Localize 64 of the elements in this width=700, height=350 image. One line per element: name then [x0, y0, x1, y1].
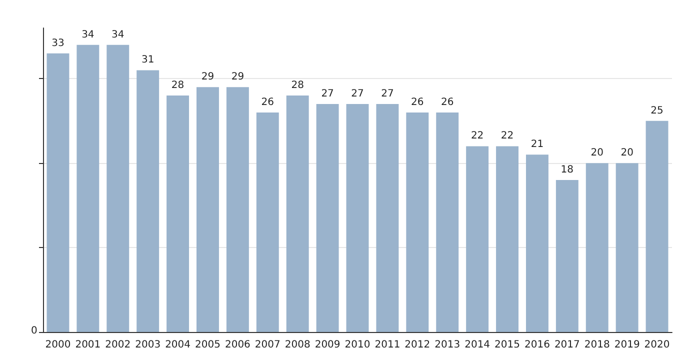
- data-label: 34: [82, 29, 94, 40]
- x-tick-label: 2010: [344, 340, 370, 350]
- bar: [346, 104, 369, 332]
- data-label: 27: [321, 88, 334, 100]
- data-label: 20: [590, 148, 604, 159]
- bar: [586, 163, 608, 332]
- data-label: 26: [440, 96, 454, 108]
- data-label: 21: [530, 139, 544, 150]
- data-label: 33: [52, 38, 64, 49]
- bar: [136, 70, 160, 332]
- bar: [286, 96, 309, 332]
- x-tick-label: 2020: [644, 340, 670, 350]
- bar: [556, 180, 578, 332]
- bar: [196, 87, 219, 332]
- x-tick-label: 2006: [224, 340, 250, 350]
- data-label: 26: [261, 96, 274, 108]
- data-label: 27: [381, 88, 394, 100]
- x-tick-label: 2003: [135, 340, 161, 350]
- data-label: 22: [470, 130, 484, 142]
- x-tick-label: 2009: [314, 340, 340, 350]
- bar: [406, 112, 429, 332]
- bar: [496, 146, 518, 332]
- bar: [166, 96, 190, 332]
- data-label: 22: [500, 130, 514, 142]
- data-label: 28: [171, 80, 184, 92]
- x-tick-label: 2014: [464, 340, 490, 350]
- bar: [646, 120, 668, 332]
- data-label: 25: [650, 105, 664, 116]
- x-tick-label: 2001: [75, 340, 101, 350]
- data-label: 20: [620, 148, 634, 159]
- bar: [106, 44, 130, 332]
- text: 0: [31, 326, 38, 336]
- x-tick-label: 2004: [165, 340, 191, 350]
- bar: [466, 146, 489, 332]
- x-tick-label: 2015: [494, 340, 520, 350]
- bar: [46, 53, 70, 332]
- data-label: 29: [231, 72, 244, 83]
- data-label: 27: [351, 88, 364, 100]
- bar: [526, 154, 548, 332]
- x-tick-label: 2017: [554, 340, 580, 350]
- bar: [616, 163, 638, 332]
- x-tick-label: 2013: [434, 340, 460, 350]
- data-label: 31: [141, 54, 154, 66]
- x-tick-label: 2000: [45, 340, 71, 350]
- bar: [376, 104, 399, 332]
- x-tick-label: 2007: [254, 340, 280, 350]
- data-label: 28: [291, 80, 304, 92]
- x-tick-label: 2002: [105, 340, 131, 350]
- bar: [226, 87, 249, 332]
- data-label: 29: [201, 72, 214, 83]
- x-tick-label: 2019: [614, 340, 640, 350]
- x-tick-label: 2008: [284, 340, 310, 350]
- x-tick-label: 2012: [404, 340, 430, 350]
- data-label: 34: [112, 29, 124, 40]
- x-tick-label: 2016: [524, 340, 550, 350]
- bar: [436, 112, 459, 332]
- bar: [316, 104, 339, 332]
- x-tick-label: 2011: [374, 340, 400, 350]
- data-label: 26: [411, 96, 424, 108]
- x-tick-label: 2005: [195, 340, 220, 350]
- x-tick-label: 2018: [584, 340, 610, 350]
- data-label: 18: [560, 164, 574, 176]
- bar: [76, 44, 100, 332]
- bar: [256, 112, 279, 332]
